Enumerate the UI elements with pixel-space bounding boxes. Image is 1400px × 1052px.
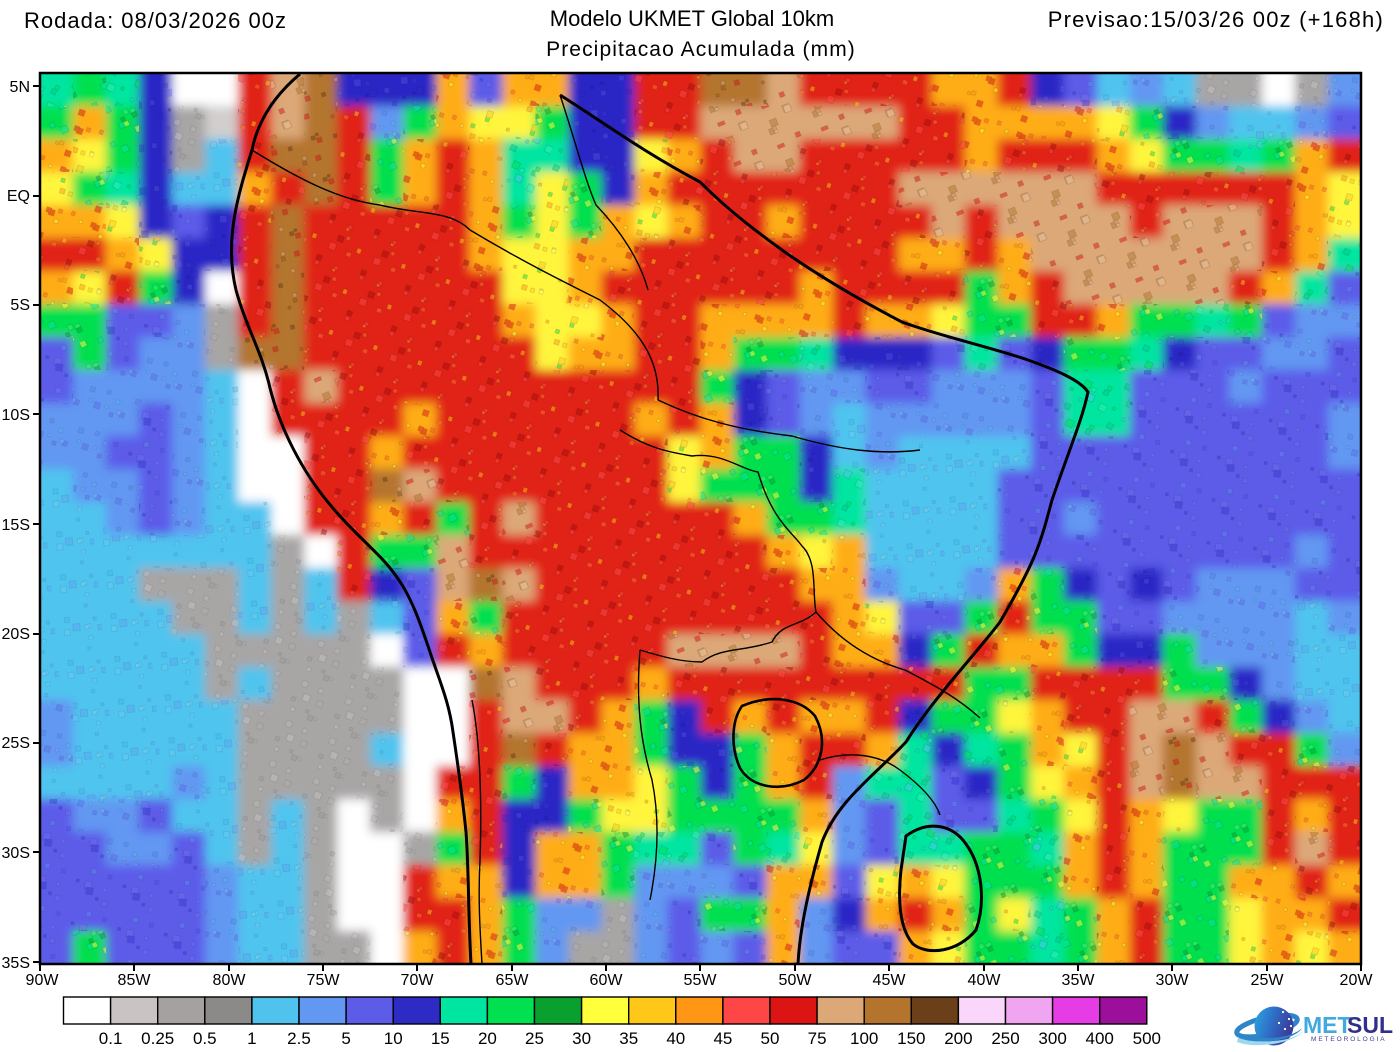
svg-text:20S: 20S (2, 626, 30, 643)
svg-text:30W: 30W (1156, 972, 1190, 989)
svg-text:5N: 5N (10, 79, 30, 96)
svg-text:75W: 75W (307, 972, 341, 989)
svg-text:15: 15 (431, 1029, 450, 1048)
svg-text:Modelo UKMET Global 10km: Modelo UKMET Global 10km (550, 6, 835, 31)
svg-text:5S: 5S (10, 297, 30, 314)
svg-text:0.25: 0.25 (141, 1029, 174, 1048)
svg-text:Precipitacao Acumulada (mm): Precipitacao Acumulada (mm) (546, 38, 856, 61)
svg-text:100: 100 (850, 1029, 878, 1048)
svg-text:20W: 20W (1340, 972, 1374, 989)
svg-text:40: 40 (666, 1029, 685, 1048)
svg-text:35W: 35W (1062, 972, 1096, 989)
svg-text:150: 150 (897, 1029, 925, 1048)
svg-text:50: 50 (761, 1029, 780, 1048)
svg-text:40W: 40W (968, 972, 1002, 989)
svg-text:METEOROLOGIA: METEOROLOGIA (1311, 1036, 1387, 1043)
svg-text:60W: 60W (590, 972, 624, 989)
svg-text:500: 500 (1133, 1029, 1161, 1048)
svg-text:5: 5 (341, 1029, 350, 1048)
svg-text:35S: 35S (2, 955, 30, 972)
svg-text:25W: 25W (1251, 972, 1285, 989)
svg-text:50W: 50W (779, 972, 813, 989)
svg-text:55W: 55W (684, 972, 718, 989)
svg-text:15S: 15S (2, 517, 30, 534)
svg-text:70W: 70W (401, 972, 435, 989)
svg-text:45W: 45W (873, 972, 907, 989)
svg-text:300: 300 (1038, 1029, 1066, 1048)
svg-text:EQ: EQ (7, 188, 30, 205)
svg-text:45: 45 (713, 1029, 732, 1048)
svg-text:Rodada: 08/03/2026 00z: Rodada: 08/03/2026 00z (24, 8, 287, 33)
svg-text:400: 400 (1086, 1029, 1114, 1048)
svg-text:10S: 10S (2, 407, 30, 424)
svg-text:75: 75 (808, 1029, 827, 1048)
svg-text:65W: 65W (496, 972, 530, 989)
svg-text:1: 1 (247, 1029, 256, 1048)
svg-text:Previsao:15/03/26 00z (+168h): Previsao:15/03/26 00z (+168h) (1048, 7, 1384, 32)
svg-text:25S: 25S (2, 735, 30, 752)
svg-text:85W: 85W (118, 972, 152, 989)
svg-text:80W: 80W (213, 972, 247, 989)
svg-text:10: 10 (384, 1029, 403, 1048)
svg-text:2.5: 2.5 (287, 1029, 311, 1048)
svg-text:90W: 90W (26, 972, 60, 989)
svg-text:250: 250 (991, 1029, 1019, 1048)
svg-text:20: 20 (478, 1029, 497, 1048)
svg-text:MET: MET (1303, 1012, 1352, 1038)
svg-text:30S: 30S (2, 845, 30, 862)
svg-text:30: 30 (572, 1029, 591, 1048)
svg-text:SUL: SUL (1347, 1012, 1393, 1038)
svg-text:25: 25 (525, 1029, 544, 1048)
svg-text:0.1: 0.1 (99, 1029, 123, 1048)
svg-text:35: 35 (619, 1029, 638, 1048)
svg-text:200: 200 (944, 1029, 972, 1048)
svg-text:0.5: 0.5 (193, 1029, 217, 1048)
